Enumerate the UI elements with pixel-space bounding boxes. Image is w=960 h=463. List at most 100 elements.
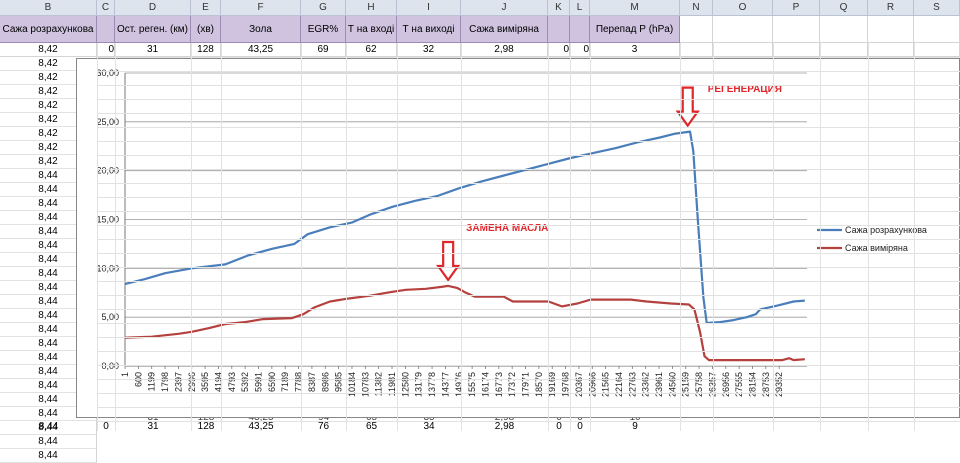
column-header-g[interactable]: G <box>301 0 346 16</box>
y-tick-label: 20,00 <box>96 166 119 176</box>
grid-line <box>680 43 681 431</box>
x-tick-label: 26956 <box>721 372 731 397</box>
x-tick-label: 19768 <box>561 372 571 397</box>
data-cell[interactable]: 43,25 <box>248 421 274 432</box>
grid-line <box>97 337 960 338</box>
grid-line <box>346 43 347 431</box>
column-header-h[interactable]: H <box>346 0 397 16</box>
column-header-d[interactable]: D <box>115 0 191 16</box>
header-cell[interactable]: Перепад Р (hPa) <box>590 16 680 43</box>
data-cell[interactable] <box>914 43 960 57</box>
column-header-l[interactable]: L <box>570 0 590 16</box>
x-tick-label: 8986 <box>320 372 330 392</box>
x-tick-label: 17971 <box>521 372 531 397</box>
header-cell[interactable]: Зола <box>221 16 301 43</box>
x-tick-label: 11382 <box>374 372 384 396</box>
data-cell[interactable]: 0 <box>556 421 562 432</box>
column-header-s[interactable]: S <box>914 0 960 16</box>
data-cell[interactable] <box>820 43 868 57</box>
header-cell[interactable] <box>97 16 115 43</box>
data-cell[interactable]: 65 <box>365 421 378 432</box>
x-tick-label: 4793 <box>227 372 237 392</box>
header-cell[interactable] <box>868 16 914 43</box>
x-tick-label: 28753 <box>761 372 771 397</box>
grid-line <box>461 43 462 431</box>
x-tick-label: 6590 <box>267 372 277 392</box>
header-cell[interactable]: EGR% <box>301 16 346 43</box>
data-cell[interactable]: 8,44 <box>38 421 59 432</box>
data-cell[interactable]: 43,25 <box>221 43 301 57</box>
x-tick-label: 8387 <box>307 372 317 392</box>
header-cell[interactable] <box>680 16 713 43</box>
header-cell[interactable]: Ост. реген. (км) <box>115 16 191 43</box>
column-header-o[interactable]: O <box>713 0 773 16</box>
data-cell[interactable] <box>773 43 820 57</box>
x-tick-label: 27555 <box>734 372 744 397</box>
column-header-j[interactable]: J <box>461 0 548 16</box>
data-cell[interactable]: 31 <box>115 43 191 57</box>
data-cell[interactable]: 2,98 <box>461 43 548 57</box>
data-cell[interactable] <box>868 43 914 57</box>
column-header-n[interactable]: N <box>680 0 713 16</box>
column-header-e[interactable]: E <box>191 0 221 16</box>
data-cell[interactable]: 31 <box>147 421 159 432</box>
header-cell[interactable] <box>773 16 820 43</box>
data-cell[interactable]: 8,42 <box>0 43 97 57</box>
column-header-r[interactable]: R <box>868 0 914 16</box>
data-cell[interactable]: 0 <box>577 421 583 432</box>
data-cell[interactable]: 128 <box>197 421 215 432</box>
grid-line <box>97 281 960 282</box>
column-header-f[interactable]: F <box>221 0 301 16</box>
column-header-i[interactable]: I <box>397 0 461 16</box>
y-tick-label: 25,00 <box>96 117 119 127</box>
data-cell[interactable]: 0 <box>97 43 115 57</box>
data-cell[interactable]: 0 <box>103 421 109 432</box>
column-header-c[interactable]: C <box>97 0 115 16</box>
data-cell[interactable]: 34 <box>423 421 435 432</box>
chart-area[interactable]: 0,005,0010,0015,0020,0025,0030,001600119… <box>76 58 960 418</box>
x-tick-label: 26357 <box>707 372 717 397</box>
x-tick-label: 10783 <box>360 372 370 397</box>
header-cell[interactable]: Т на вході <box>346 16 397 43</box>
column-header-p[interactable]: P <box>773 0 820 16</box>
header-cell[interactable] <box>548 16 570 43</box>
header-cell[interactable] <box>820 16 868 43</box>
cell-b[interactable]: 8,44 <box>0 449 97 463</box>
data-cell[interactable]: 32 <box>397 43 461 57</box>
column-header-k[interactable]: K <box>548 0 570 16</box>
column-header-m[interactable]: M <box>590 0 680 16</box>
data-cell[interactable] <box>713 43 773 57</box>
column-header-b[interactable]: B <box>0 0 97 16</box>
data-cell[interactable]: 2,98 <box>494 421 515 432</box>
grid-line <box>221 43 222 431</box>
grid-line <box>570 43 571 431</box>
grid-line <box>97 113 960 114</box>
data-cell[interactable]: 0 <box>570 43 590 57</box>
data-cell[interactable]: 76 <box>317 421 330 432</box>
x-tick-label: 25159 <box>681 372 691 397</box>
column-header-q[interactable]: Q <box>820 0 868 16</box>
header-cell[interactable] <box>713 16 773 43</box>
data-cell[interactable]: 3 <box>590 43 680 57</box>
data-cell[interactable]: 0 <box>548 43 570 57</box>
data-cell[interactable]: 62 <box>346 43 397 57</box>
x-tick-label: 22164 <box>614 372 624 397</box>
header-cell[interactable]: Сажа розрахункова <box>0 16 97 43</box>
grid-line <box>97 225 960 226</box>
x-tick-label: 13778 <box>427 372 437 397</box>
y-tick-label: 30,00 <box>96 68 119 78</box>
grid-line <box>97 183 960 184</box>
data-cell[interactable]: 128 <box>191 43 221 57</box>
cell-b[interactable]: 8,44 <box>0 435 97 449</box>
data-cell[interactable]: 9 <box>632 421 638 432</box>
data-cell[interactable]: 69 <box>301 43 346 57</box>
data-cell[interactable] <box>680 43 713 57</box>
grid-line <box>97 85 960 86</box>
header-cell[interactable]: (хв) <box>191 16 221 43</box>
grid-line <box>97 379 960 380</box>
header-cell[interactable] <box>570 16 590 43</box>
header-cell[interactable]: Сажа виміряна <box>461 16 548 43</box>
header-cell[interactable] <box>914 16 960 43</box>
header-cell[interactable]: Т на виході <box>397 16 461 43</box>
